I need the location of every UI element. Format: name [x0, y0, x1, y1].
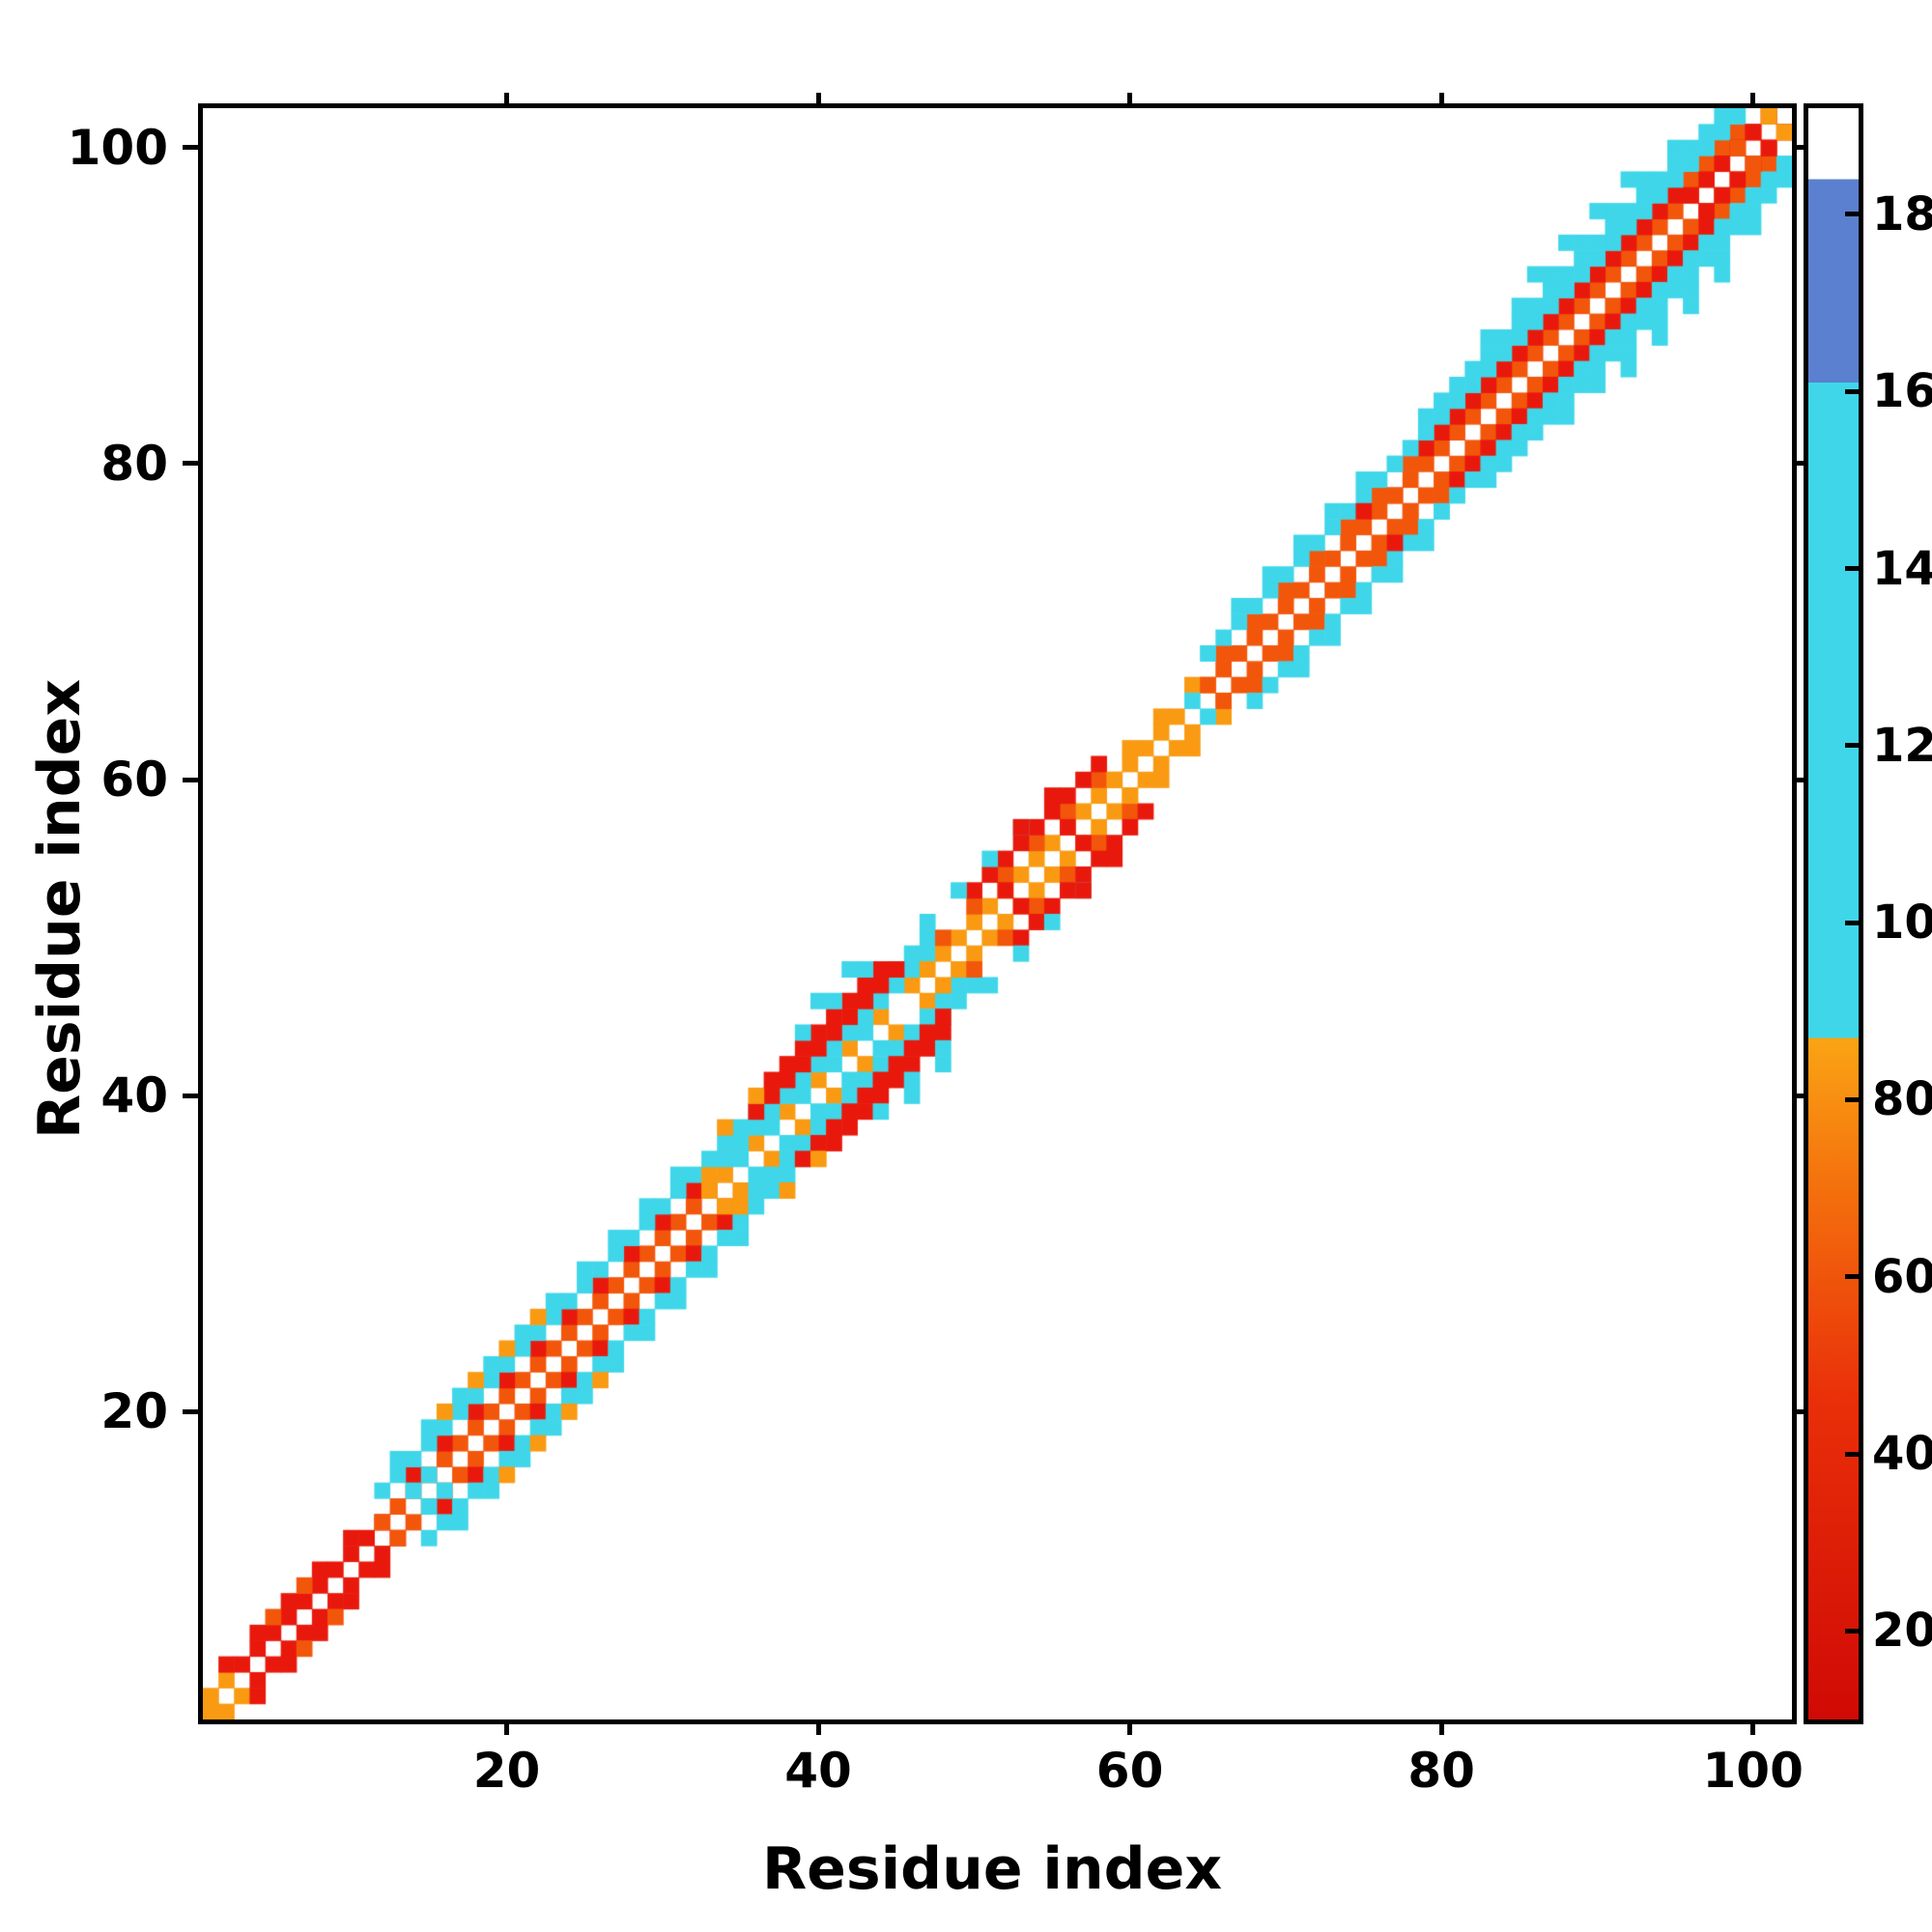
colorbar-tick-label: 120 [1872, 718, 1932, 773]
colorbar-tick-label: 140 [1872, 541, 1932, 596]
y-tick-label: 20 [100, 1383, 168, 1440]
colorbar-tick-mark [1845, 743, 1859, 749]
colorbar-tick-label: 80 [1872, 1072, 1932, 1127]
x-tick-mark [503, 1719, 509, 1735]
x-tick-mark [1127, 1719, 1133, 1735]
x-tick-label: 60 [1095, 1743, 1164, 1799]
x-tick-mark-top [503, 93, 509, 108]
colorbar-tick-mark [1845, 920, 1859, 925]
heatmap-canvas [203, 108, 1792, 1719]
y-tick-mark [183, 1093, 198, 1098]
colorbar-tick-mark [1845, 1274, 1859, 1280]
colorbar-tick-mark [1845, 1451, 1859, 1457]
colorbar-tick-mark [1845, 566, 1859, 572]
y-tick-mark [183, 461, 198, 467]
x-tick-mark-top [1127, 93, 1133, 108]
x-tick-label: 20 [472, 1743, 541, 1799]
x-tick-label: 40 [784, 1743, 852, 1799]
y-tick-label: 60 [100, 752, 168, 808]
y-tick-mark [183, 1408, 198, 1414]
colorbar-tick-label: 20 [1872, 1604, 1932, 1659]
colorbar-tick-mark [1845, 212, 1859, 217]
colorbar-tick-mark [1845, 1628, 1859, 1634]
colorbar-tick-label: 40 [1872, 1427, 1932, 1482]
colorbar-tick-label: 100 [1872, 895, 1932, 951]
x-tick-mark-top [1438, 93, 1444, 108]
plot-area [198, 103, 1797, 1724]
colorbar-tick-label: 160 [1872, 364, 1932, 419]
colorbar-tick-mark [1845, 388, 1859, 394]
colorbar-tick-label: 60 [1872, 1249, 1932, 1304]
x-tick-label: 80 [1407, 1743, 1475, 1799]
y-tick-mark [183, 145, 198, 151]
y-axis-label: Residue index [26, 678, 94, 1140]
x-tick-mark [1438, 1719, 1444, 1735]
y-tick-mark [183, 777, 198, 782]
x-tick-mark-top [815, 93, 821, 108]
colorbar-tick-label: 180 [1872, 186, 1932, 242]
colorbar-tick-mark [1845, 1096, 1859, 1102]
y-tick-label: 100 [67, 119, 168, 176]
y-tick-label: 80 [100, 435, 168, 492]
x-tick-mark-top [1750, 93, 1756, 108]
x-tick-label: 100 [1702, 1743, 1804, 1799]
x-axis-label: Residue index [761, 1835, 1223, 1903]
colorbar [1804, 103, 1863, 1724]
x-tick-mark [815, 1719, 821, 1735]
x-tick-mark [1750, 1719, 1756, 1735]
y-tick-label: 40 [100, 1067, 168, 1124]
colorbar-gradient [1808, 108, 1859, 1719]
